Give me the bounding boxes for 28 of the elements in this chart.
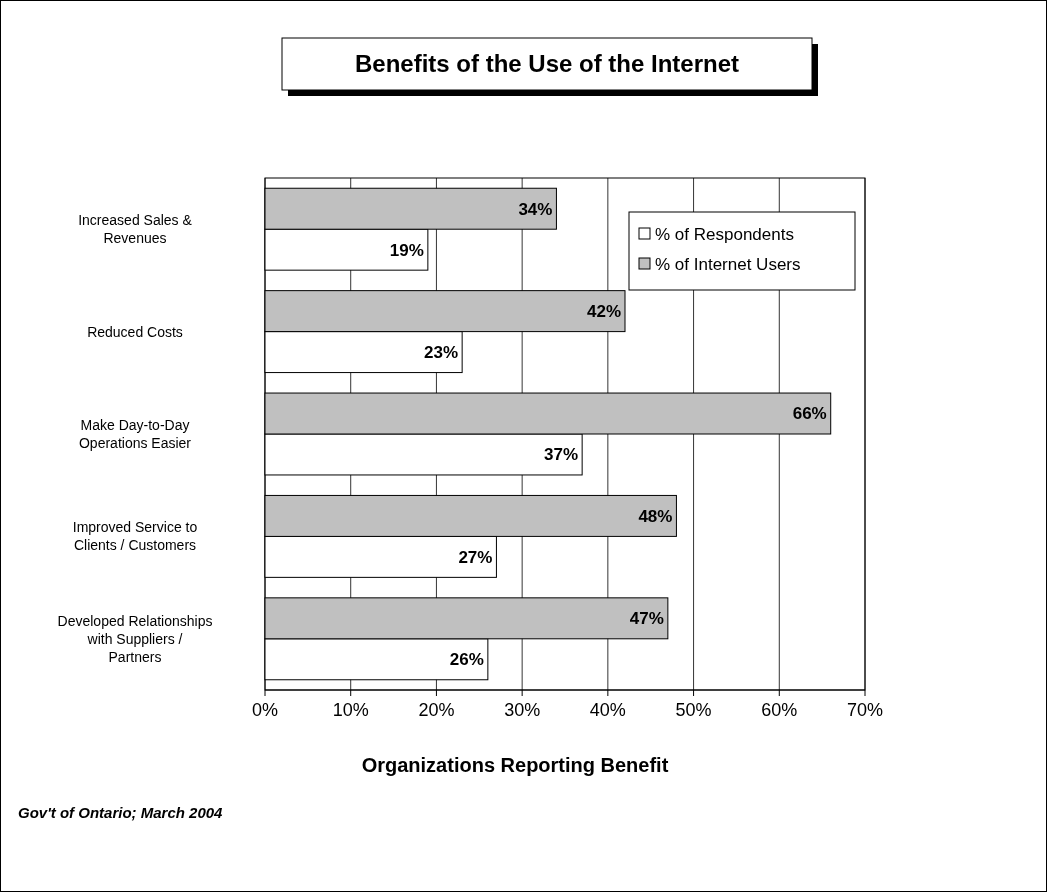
- data-label: 23%: [424, 343, 459, 363]
- y-tick-label: Improved Service to Clients / Customers: [72, 519, 198, 554]
- x-tick-label: 20%: [418, 700, 455, 720]
- y-tick-label: Make Day-to-Day Operations Easier: [78, 416, 192, 451]
- data-label: 34%: [518, 199, 553, 219]
- data-label: 42%: [586, 302, 621, 322]
- data-label: 48%: [638, 506, 673, 526]
- x-tick-label: 0%: [251, 700, 279, 720]
- data-label: 26%: [449, 650, 484, 670]
- x-tick-label: 40%: [589, 700, 626, 720]
- chart-title: Benefits of the Use of the Internet: [354, 50, 740, 78]
- y-tick-label: Increased Sales & Revenues: [78, 212, 193, 247]
- x-tick-label: 30%: [504, 700, 541, 720]
- data-label: 37%: [544, 445, 579, 465]
- x-tick-label: 60%: [761, 700, 798, 720]
- legend-label: % of Internet Users: [655, 254, 801, 274]
- x-tick-label: 70%: [846, 700, 884, 720]
- x-tick-label: 50%: [675, 700, 712, 720]
- x-axis-title: Organizations Reporting Benefit: [361, 754, 669, 776]
- data-label: 27%: [458, 547, 493, 567]
- y-tick-label: Reduced Costs: [87, 323, 183, 340]
- data-label: 66%: [792, 404, 827, 424]
- data-label: 47%: [629, 609, 664, 629]
- x-tick-label: 10%: [332, 700, 369, 720]
- legend-label: % of Respondents: [655, 224, 794, 244]
- text: Gov't of Ontario; March 2004: [18, 804, 224, 821]
- data-label: 19%: [389, 240, 424, 260]
- y-tick-label: Developed Relationships with Suppliers / Partners: [57, 612, 213, 665]
